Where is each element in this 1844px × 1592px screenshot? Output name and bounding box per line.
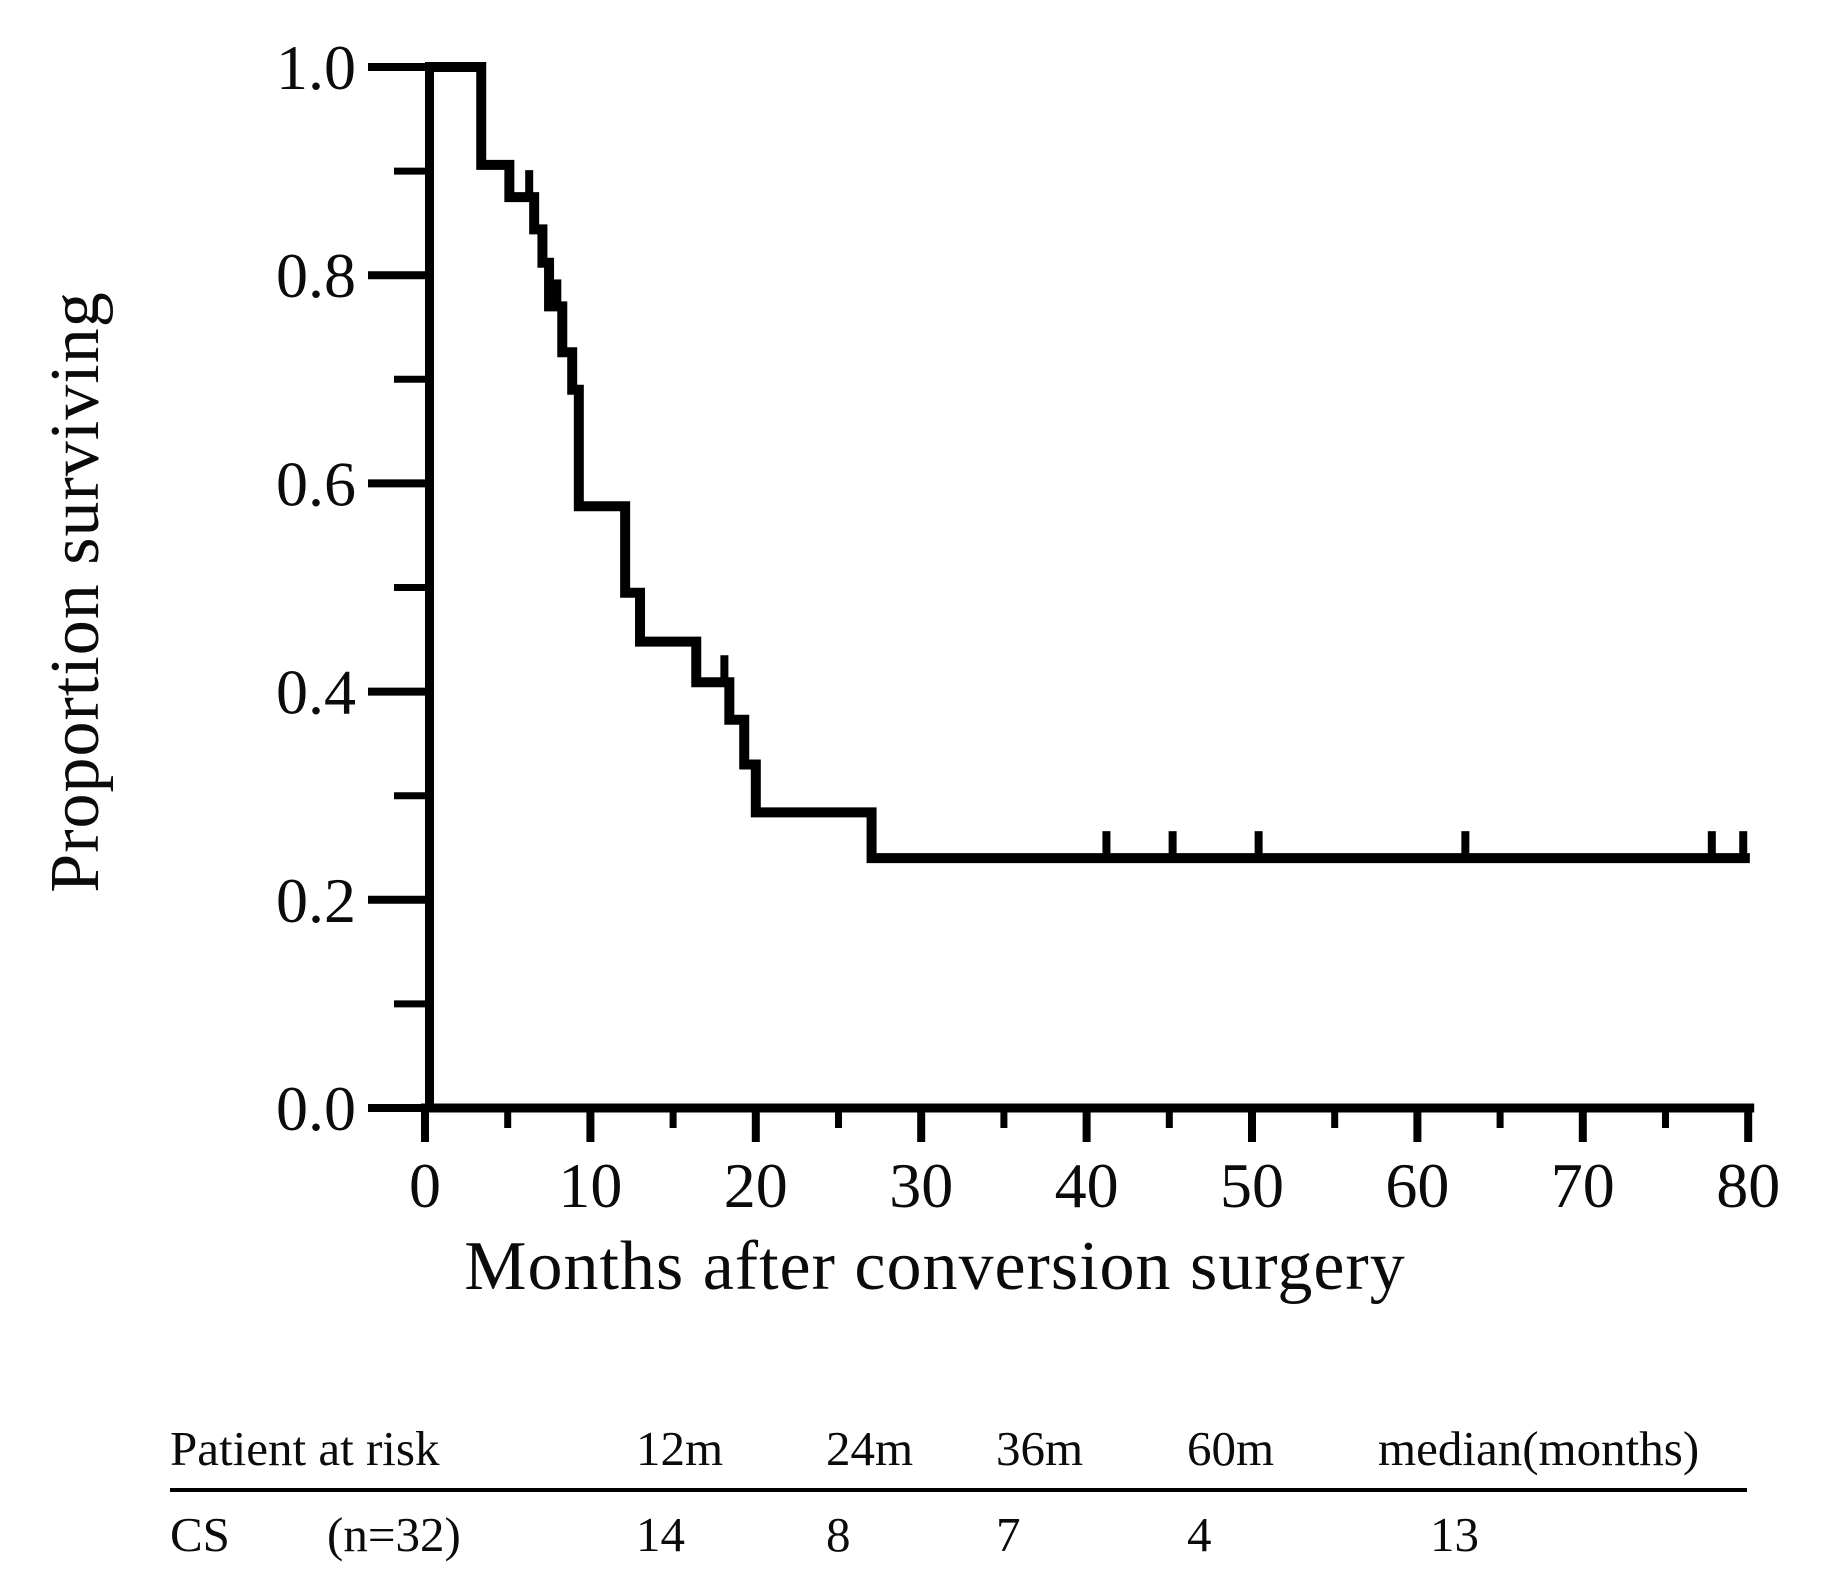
y-tick-label: 0.0 [276, 1073, 356, 1144]
risk-table-group-label: CS [170, 1507, 230, 1562]
y-axis-title: Proportion surviving [37, 291, 114, 893]
risk-table-value-24m: 8 [826, 1507, 851, 1562]
risk-table-header-60m: 60m [1187, 1421, 1275, 1476]
risk-table-header-12m: 12m [636, 1421, 724, 1476]
x-tick-label: 80 [1716, 1150, 1780, 1221]
x-tick-label: 10 [558, 1150, 622, 1221]
risk-table-n-label: (n=32) [327, 1507, 461, 1562]
risk-table-value-60m: 4 [1187, 1507, 1212, 1562]
risk-table-value-36m: 7 [996, 1507, 1021, 1562]
x-tick-label: 40 [1055, 1150, 1119, 1221]
risk-table-header-rule [170, 1488, 1747, 1492]
x-tick-label: 20 [724, 1150, 788, 1221]
risk-table-header-24m: 24m [826, 1421, 914, 1476]
survival-curve [425, 62, 1750, 864]
y-tick-label: 1.0 [276, 32, 356, 103]
risk-table-value-median: 13 [1430, 1507, 1479, 1562]
y-tick-label: 0.6 [276, 448, 356, 519]
x-tick-label: 30 [889, 1150, 953, 1221]
risk-table-value-12m: 14 [636, 1507, 685, 1562]
y-tick-label: 0.8 [276, 240, 356, 311]
risk-table-header-label: Patient at risk [170, 1421, 440, 1476]
x-tick-label: 0 [409, 1150, 441, 1221]
x-axis-title: Months after conversion surgery [464, 1228, 1406, 1305]
risk-table-header-36m: 36m [996, 1421, 1084, 1476]
risk-table-header-median: median(months) [1378, 1421, 1700, 1476]
x-tick-label: 50 [1220, 1150, 1284, 1221]
y-tick-label: 0.4 [276, 657, 356, 728]
x-tick-label: 70 [1551, 1150, 1615, 1221]
x-tick-label: 60 [1385, 1150, 1449, 1221]
y-tick-label: 0.2 [276, 865, 356, 936]
km-survival-chart: 0.0 0.2 0.4 0.6 0.8 1.0 0 10 20 30 40 50 60 70 80 [276, 32, 1780, 1221]
